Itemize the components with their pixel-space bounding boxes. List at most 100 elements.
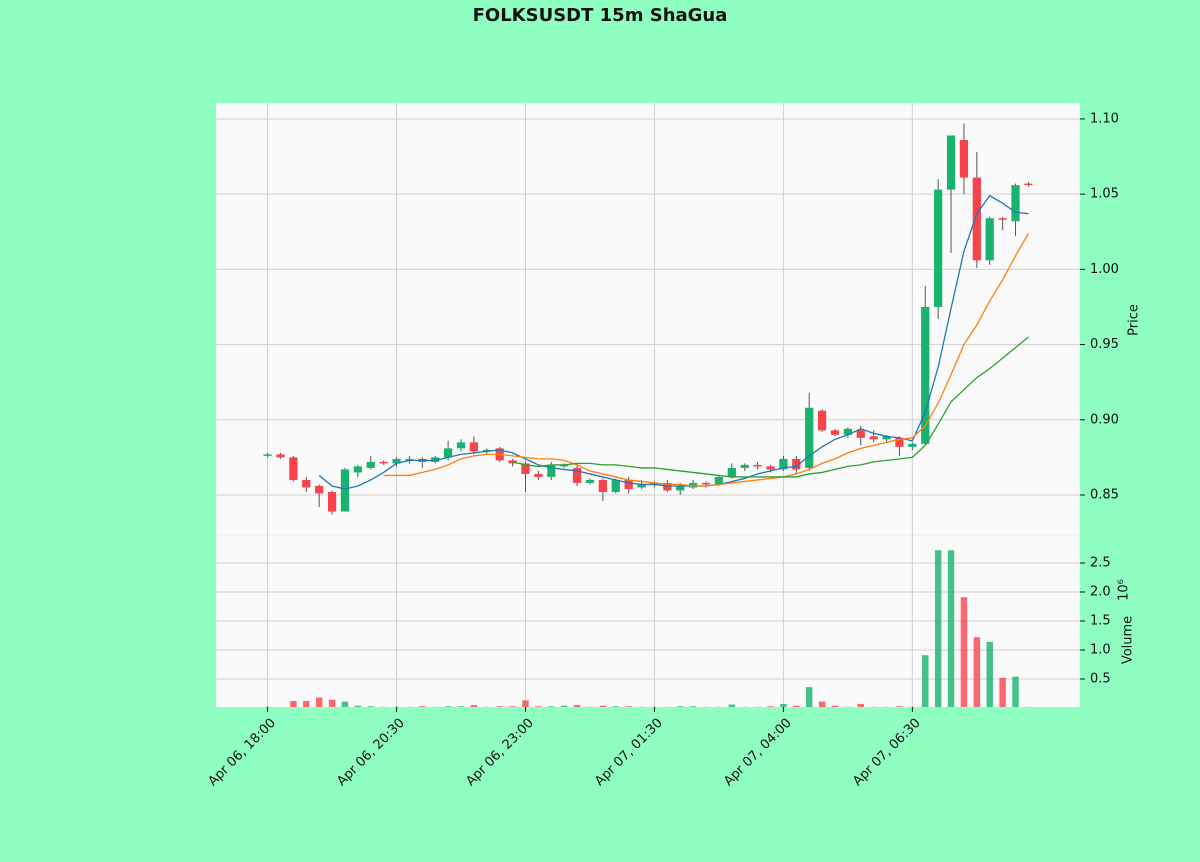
volume-bar	[444, 706, 452, 707]
chart-title: FOLKSUSDT 15m ShaGua	[473, 5, 728, 26]
volume-bar	[767, 706, 774, 707]
volume-bar	[599, 705, 607, 707]
candle-body	[572, 467, 582, 483]
candle-body	[972, 177, 981, 261]
volume-bar	[341, 701, 349, 707]
candle-body	[934, 189, 943, 307]
volume-bar	[354, 705, 362, 707]
candle-body	[392, 458, 401, 464]
price-panel	[216, 103, 1080, 535]
candle-body	[327, 491, 337, 512]
candle-body	[521, 463, 530, 474]
candle-body	[431, 457, 440, 462]
volume-bar	[960, 597, 968, 707]
y2-offset-label: 10⁶	[1117, 579, 1132, 601]
candle-body	[689, 482, 698, 488]
candle-body	[340, 469, 350, 512]
volume-bar	[560, 705, 568, 707]
y2-axis-label: Volume	[1121, 616, 1136, 664]
volume-bar	[973, 637, 981, 707]
volume-bar	[573, 705, 581, 707]
candle-body	[753, 464, 762, 467]
volume-bar	[896, 706, 903, 707]
volume-bar	[857, 703, 864, 707]
candle-body	[302, 479, 311, 488]
y2-tick-label: 2.5	[1090, 556, 1111, 571]
candle-body	[895, 437, 904, 447]
volume-bar	[986, 641, 993, 707]
candle-body	[908, 443, 917, 447]
candle-body	[456, 442, 466, 449]
candle-body	[714, 476, 724, 485]
volume-bar	[328, 699, 336, 707]
candle-body	[379, 461, 388, 464]
candle-body	[998, 218, 1007, 220]
candle-body	[315, 485, 324, 494]
moving-average-line	[512, 336, 1029, 478]
volume-bar	[728, 704, 736, 707]
candle-body	[830, 430, 840, 435]
candle-body	[650, 482, 659, 485]
candle-body	[276, 454, 285, 458]
candle-body	[740, 464, 749, 468]
y-tick-label: 0.85	[1090, 487, 1119, 502]
candle-body	[598, 479, 607, 492]
y-tick-label: 0.95	[1090, 337, 1119, 352]
candle-body	[985, 218, 994, 261]
volume-bar	[290, 701, 297, 707]
volume-bar	[818, 701, 826, 707]
candle-body	[663, 482, 672, 491]
volume-bar	[535, 706, 542, 707]
volume-bar	[548, 706, 555, 707]
y-tick-label: 1.00	[1090, 262, 1119, 277]
candle-body	[624, 479, 633, 489]
candle-body	[547, 464, 556, 477]
volume-bar	[457, 706, 465, 707]
y2-tick-label: 1.0	[1090, 642, 1111, 657]
candle-body	[959, 140, 969, 178]
volume-bar	[367, 706, 374, 707]
candle-body	[856, 430, 865, 438]
candle-body	[1011, 185, 1020, 222]
candle-body	[882, 436, 891, 440]
volume-bar	[922, 655, 929, 707]
candle-body	[366, 461, 375, 468]
candle-body	[1024, 183, 1033, 186]
candle-body	[353, 466, 362, 473]
volume-bar	[496, 706, 503, 707]
candle-body	[443, 448, 453, 458]
volume-bar	[522, 700, 529, 707]
candle-body	[792, 458, 801, 470]
volume-bar	[805, 687, 813, 707]
candle-body	[766, 466, 775, 470]
candle-body	[946, 135, 956, 190]
candle-body	[779, 458, 788, 470]
candle-body	[611, 479, 620, 492]
volume-bar	[419, 706, 426, 707]
volume-bar	[625, 706, 632, 707]
y2-tick-label: 2.0	[1090, 585, 1111, 600]
volume-bar	[470, 705, 478, 707]
volume-bar	[831, 705, 839, 707]
volume-bar	[934, 550, 942, 707]
candle-body	[263, 454, 272, 456]
candle-body	[534, 473, 543, 477]
candle-body	[469, 442, 479, 452]
moving-average-line	[318, 194, 1029, 490]
candle-body	[676, 485, 685, 491]
y2-tick-label: 0.5	[1090, 671, 1111, 686]
candle-body	[482, 449, 491, 452]
y2-tick-label: 1.5	[1090, 614, 1111, 629]
y-tick-label: 1.05	[1090, 187, 1119, 202]
volume-bar	[780, 703, 787, 707]
volume-bar	[1012, 676, 1019, 707]
candle-body	[921, 306, 930, 444]
candle-body	[869, 436, 878, 440]
candle-body	[405, 458, 414, 461]
volume-bar	[303, 701, 310, 707]
y-tick-label: 0.90	[1090, 412, 1119, 427]
candle-body	[701, 482, 711, 485]
volume-bar	[689, 706, 697, 707]
y-tick-label: 1.10	[1090, 111, 1119, 126]
